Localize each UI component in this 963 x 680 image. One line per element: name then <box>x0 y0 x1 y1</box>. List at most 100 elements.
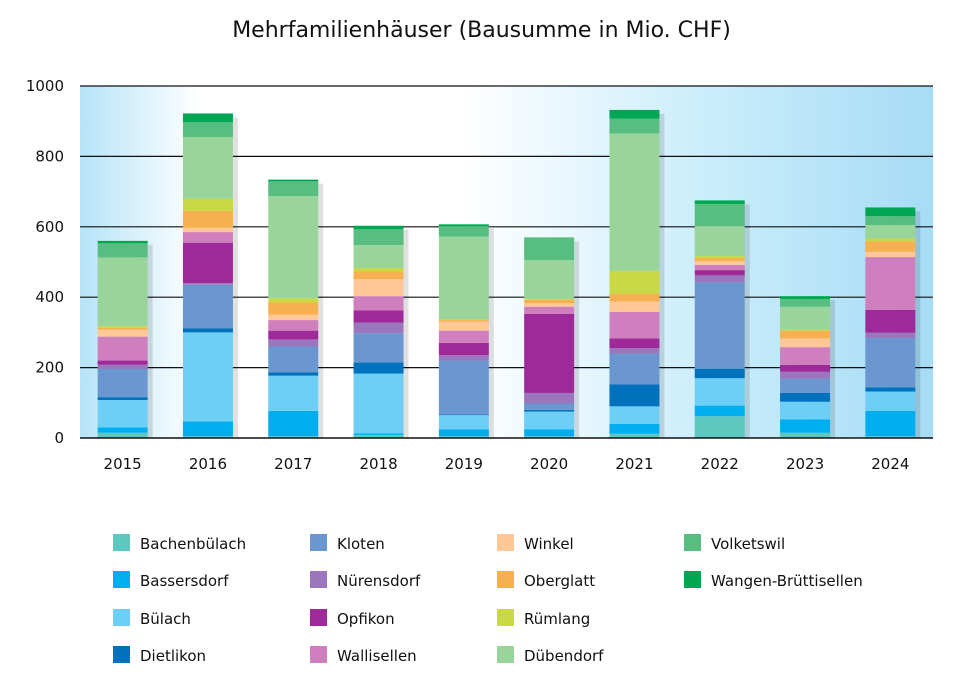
bar-segment <box>268 339 319 347</box>
bar-segment <box>694 226 745 257</box>
bar-segment <box>438 436 489 438</box>
bar-segment <box>780 296 831 299</box>
bar-segment <box>97 360 148 365</box>
bar-segment <box>353 271 404 280</box>
bar-segment <box>694 368 745 379</box>
bar-segment <box>268 298 319 303</box>
chart-title: Mehrfamilienhäuser (Bausumme in Mio. CHF… <box>232 18 731 43</box>
bar-segment <box>694 378 745 406</box>
bar-segment <box>268 436 319 438</box>
bar-segment <box>694 416 745 438</box>
bar-segment <box>97 399 148 428</box>
bar-segment <box>182 113 233 123</box>
legend-label: Winkel <box>524 535 574 553</box>
legend-swatch <box>497 571 514 588</box>
bar-shadow <box>147 244 153 438</box>
bar-shadow <box>574 241 580 438</box>
bar-shadow <box>318 183 324 438</box>
bar-segment <box>524 299 575 304</box>
bar-shadow <box>915 211 921 438</box>
bar-segment <box>524 260 575 299</box>
x-tick-label: 2016 <box>189 455 227 473</box>
bar-shadow <box>232 117 238 439</box>
legend-label: Oberglatt <box>524 572 595 590</box>
bar-segment <box>865 309 916 333</box>
bar-segment <box>268 372 319 376</box>
legend-swatch <box>113 646 130 663</box>
bar-segment <box>182 210 233 228</box>
bar-segment <box>865 216 916 226</box>
bar-segment <box>97 243 148 258</box>
x-tick-label: 2017 <box>274 455 312 473</box>
bar-shadow <box>659 113 665 438</box>
bar-segment <box>353 310 404 323</box>
bar-segment <box>438 429 489 437</box>
bar-segment <box>524 429 575 437</box>
bar-segment <box>438 414 489 416</box>
bar-segment <box>268 314 319 321</box>
bar-segment <box>438 415 489 430</box>
x-tick-label: 2022 <box>701 455 739 473</box>
bar-shadow <box>744 204 750 438</box>
x-tick-label: 2019 <box>445 455 483 473</box>
x-tick-label: 2024 <box>871 455 909 473</box>
bar-segment <box>865 207 916 217</box>
bar-segment <box>97 240 148 244</box>
bar-segment <box>268 320 319 331</box>
y-tick-label: 600 <box>35 218 64 236</box>
bar-segment <box>865 387 916 392</box>
y-tick-label: 400 <box>35 288 64 306</box>
x-tick-label: 2015 <box>104 455 142 473</box>
bar-segment <box>609 311 660 339</box>
bar-segment <box>268 330 319 340</box>
bar-segment <box>438 236 489 320</box>
bar-segment <box>865 225 916 239</box>
legend-label: Bachenbülach <box>140 535 246 553</box>
legend-swatch <box>310 609 327 626</box>
bar-segment <box>524 403 575 410</box>
y-tick-label: 200 <box>35 359 64 377</box>
axis-layer: 0 200 400 600 800 1000 2015 2016 2017 2018 2019 202… <box>26 77 933 473</box>
bar-segment <box>780 432 831 438</box>
bar-segment <box>438 224 489 227</box>
legend-label: Wallisellen <box>337 647 417 665</box>
bar-segment <box>694 270 745 276</box>
bar-segment <box>780 371 831 379</box>
legend-swatch <box>310 571 327 588</box>
bar-segment <box>353 322 404 334</box>
bar-segment <box>524 436 575 438</box>
bar-segment <box>268 179 319 182</box>
bar-segment <box>780 330 831 339</box>
bar-segment <box>780 364 831 372</box>
legend-label: Bülach <box>140 610 191 628</box>
bar-segment <box>865 257 916 310</box>
legend-swatch <box>497 609 514 626</box>
bar-segment <box>524 298 575 300</box>
bar-segment <box>353 373 404 434</box>
bar-segment <box>780 306 831 330</box>
bar-segment <box>97 329 148 337</box>
y-tick-label: 1000 <box>26 77 64 95</box>
bar-segment <box>353 362 404 374</box>
bar-segment <box>780 378 831 393</box>
bar-segment <box>182 198 233 211</box>
bar-segment <box>524 411 575 430</box>
bar-segment <box>268 375 319 411</box>
bar-segment <box>694 203 745 227</box>
bar-segment <box>609 109 660 119</box>
legend-label: Volketswil <box>711 535 785 553</box>
x-tick-label: 2018 <box>359 455 397 473</box>
legend-swatch <box>113 534 130 551</box>
legend-label: Opfikon <box>337 610 395 628</box>
bar-segment <box>524 237 575 261</box>
bar-segment <box>438 342 489 356</box>
bar-segment <box>609 270 660 294</box>
legend-swatch <box>684 571 701 588</box>
bar-segment <box>438 355 489 361</box>
bar-segment <box>353 267 404 272</box>
bar-segment <box>780 298 831 307</box>
x-tick-label: 2023 <box>786 455 824 473</box>
bar-segment <box>97 327 148 330</box>
bar-segment <box>609 338 660 349</box>
bar-segment <box>353 229 404 246</box>
